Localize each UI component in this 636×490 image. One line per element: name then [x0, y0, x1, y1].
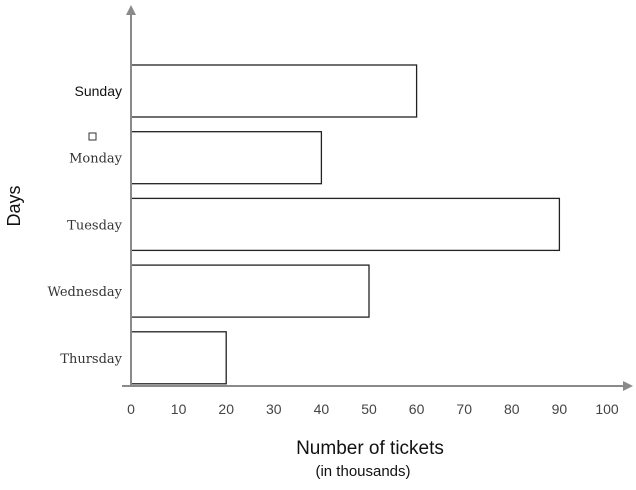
- bar-monday: [130, 131, 323, 185]
- bar-wednesday: [130, 264, 370, 318]
- x-tick-label-100: 100: [595, 401, 619, 417]
- small-square-marker: [88, 132, 97, 141]
- bar-thursday: [130, 331, 227, 385]
- x-axis-label: Number of tickets: [296, 438, 444, 459]
- y-tick-label-tuesday: Tuesday: [67, 218, 122, 233]
- x-tick-label-10: 10: [171, 401, 187, 417]
- x-tick-label-70: 70: [456, 401, 472, 417]
- x-tick-label-0: 0: [127, 401, 135, 417]
- x-tick-label-90: 90: [552, 401, 568, 417]
- x-tick-label-20: 20: [218, 401, 234, 417]
- x-tick-label-30: 30: [266, 401, 282, 417]
- bar-tuesday: [130, 197, 561, 252]
- bar-sunday: [130, 64, 418, 118]
- y-tick-labels: Sunday Monday Tuesday Wednesday Thursday: [48, 83, 123, 367]
- x-tick-label-80: 80: [504, 401, 520, 417]
- y-tick-label-wednesday: Wednesday: [48, 285, 123, 300]
- y-tick-label-thursday: Thursday: [60, 352, 122, 367]
- x-tick-label-50: 50: [361, 401, 377, 417]
- y-tick-label-sunday: Sunday: [75, 83, 122, 99]
- x-axis-sublabel: (in thousands): [315, 463, 410, 480]
- x-tick-label-60: 60: [409, 401, 425, 417]
- bar-group: [130, 64, 561, 385]
- x-tick-labels: 0 10 20 30 40 50 60 70 80 90 100: [127, 401, 619, 417]
- x-tick-label-40: 40: [314, 401, 330, 417]
- y-axis-label: Days: [4, 185, 24, 226]
- y-tick-label-monday: Monday: [69, 152, 123, 167]
